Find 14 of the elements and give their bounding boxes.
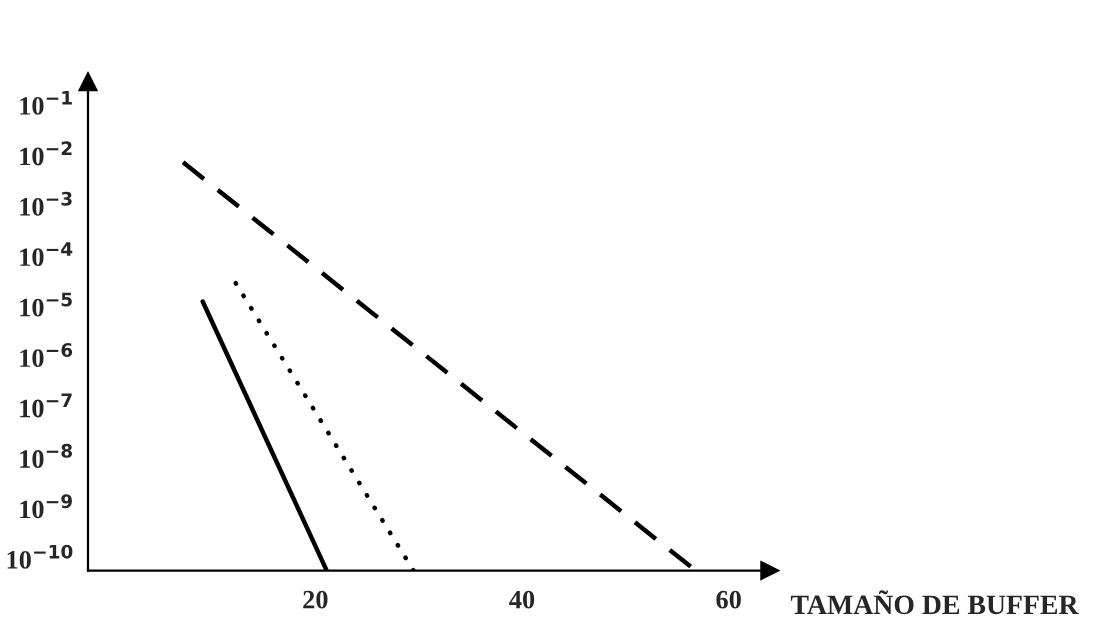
y-tick-label: 10$^{−5}$: [20, 292, 72, 317]
x-tick-label: 20: [303, 590, 328, 609]
y-tick-label: 10$^{−10}$: [7, 544, 73, 569]
y-tick-label: 10$^{−6}$: [20, 343, 73, 368]
y-tick-label: 10$^{−9}$: [20, 494, 72, 519]
x-axis-title: TAMAÑO DE BUFFER: [790, 590, 1079, 615]
y-tick-label: 10$^{−1}$: [20, 91, 72, 115]
y-tick-label: 10$^{−2}$: [20, 141, 72, 166]
y-tick-label: 10$^{−3}$: [20, 191, 72, 216]
x-tick-label: 60: [716, 590, 741, 609]
y-tick-label: 10$^{−8}$: [20, 443, 72, 468]
y-tick-label: 10$^{−7}$: [20, 393, 72, 418]
y-tick-label: 10$^{−4}$: [20, 242, 73, 267]
x-tick-label: 40: [509, 590, 535, 609]
